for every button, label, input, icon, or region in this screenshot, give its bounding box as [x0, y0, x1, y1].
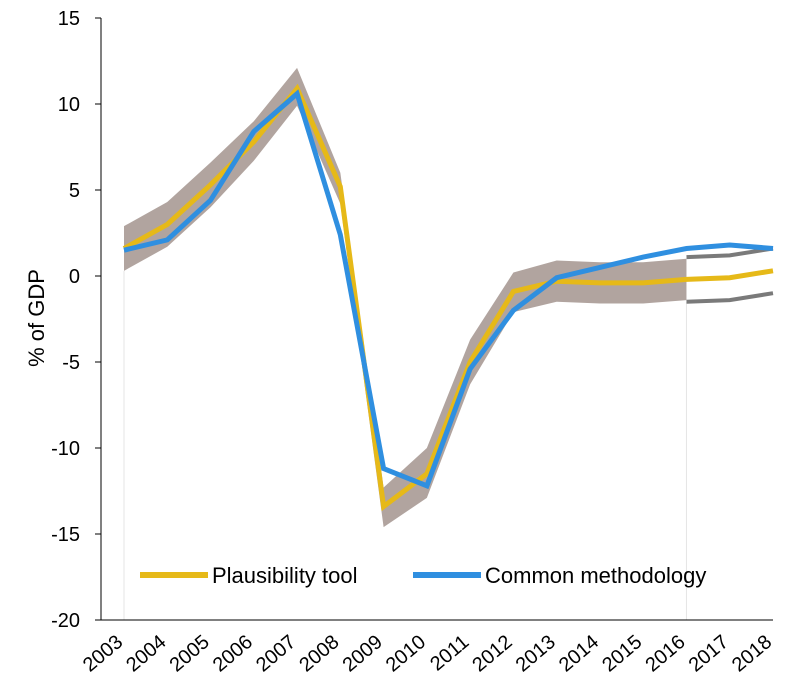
x-tick-label: 2016	[641, 631, 689, 676]
legend: Plausibility tool Common methodology	[140, 563, 706, 588]
x-tick-label: 2018	[728, 631, 776, 676]
x-tick-label: 2009	[339, 631, 387, 676]
forecast-upper-bound	[686, 246, 774, 260]
x-tick-label: 2007	[252, 631, 300, 676]
legend-label-plausibility-tool: Plausibility tool	[212, 563, 358, 588]
y-tick-label: -15	[51, 524, 80, 546]
y-tick-label: 0	[69, 266, 80, 288]
x-tick-label: 2015	[598, 631, 646, 676]
x-tick-label: 2005	[166, 631, 214, 676]
x-tick-label: 2006	[209, 631, 257, 676]
x-tick-label: 2014	[555, 631, 603, 676]
y-tick-label: 10	[58, 94, 80, 116]
x-tick-label: 2010	[382, 631, 430, 676]
x-tick-label: 2017	[685, 631, 733, 676]
legend-label-common-methodology: Common methodology	[485, 563, 706, 588]
uncertainty-band	[124, 67, 687, 528]
y-axis-title: % of GDP	[24, 269, 49, 367]
y-tick-label: -5	[62, 352, 80, 374]
y-tick-label: 15	[58, 8, 80, 30]
x-tick-label: 2012	[468, 631, 516, 676]
x-tick-label: 2008	[295, 631, 343, 676]
series-line-common-methodology	[123, 89, 774, 490]
plot-area	[122, 67, 774, 620]
y-tick-label: 5	[69, 180, 80, 202]
forecast-lower-bound	[686, 291, 774, 304]
x-tick-label: 2003	[79, 631, 127, 676]
y-tick-label: -20	[51, 610, 80, 632]
x-tick-label: 2013	[512, 631, 560, 676]
x-tick-label: 2004	[122, 631, 170, 676]
y-tick-label: -10	[51, 438, 80, 460]
x-tick-label: 2011	[426, 631, 473, 676]
